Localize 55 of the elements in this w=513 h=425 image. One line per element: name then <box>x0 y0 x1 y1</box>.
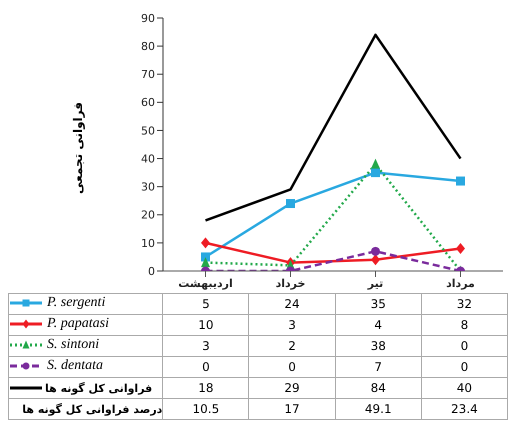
text: درصد فراوانی کل گونه ها <box>8 398 163 420</box>
data-label: 84 <box>335 378 422 398</box>
data-label: 3 <box>162 336 249 356</box>
legend-label: P. sergenti <box>47 294 106 310</box>
data-label: 10 <box>162 314 249 336</box>
x-tick-label: تیر <box>366 276 384 290</box>
point <box>201 237 210 248</box>
x-tick-label: خرداد <box>276 276 306 290</box>
legend-label: S. sintoni <box>47 336 100 352</box>
data-label: 0 <box>421 356 508 378</box>
y-axis-title: فراوانی تجمعی <box>71 102 85 194</box>
y-tick-label: 60 <box>141 96 155 110</box>
data-label: 8 <box>421 314 508 336</box>
data-label: 0 <box>421 336 508 356</box>
y-tick-label: 40 <box>141 152 155 166</box>
x-tick-label: مرداد <box>446 276 475 290</box>
data-label: 29 <box>248 378 336 398</box>
data-label: 35 <box>335 294 422 314</box>
data-label: 38 <box>335 336 422 356</box>
data-label: 2 <box>248 336 336 356</box>
line-series <box>204 34 462 222</box>
point <box>286 199 295 208</box>
y-tick-label: 20 <box>141 208 155 222</box>
point <box>371 158 380 169</box>
point <box>371 246 380 256</box>
point <box>371 254 380 266</box>
x-tick-label: اردیبهشت <box>178 276 233 290</box>
point <box>456 176 465 186</box>
data-label: 5 <box>162 294 249 314</box>
y-tick-label: 50 <box>141 124 155 138</box>
data-label: 4 <box>335 314 422 336</box>
y-tick-label: 30 <box>141 180 155 194</box>
legend-label: S. dentata <box>47 358 103 374</box>
y-tick-label: 70 <box>141 68 155 82</box>
text: 49.1 <box>335 398 422 420</box>
data-label: 32 <box>421 294 508 314</box>
text: 17 <box>248 398 336 420</box>
point <box>201 257 210 268</box>
y-tick-label: 0 <box>148 264 155 278</box>
data-label: 3 <box>248 314 336 336</box>
point <box>456 243 465 254</box>
data-label: 0 <box>248 356 336 378</box>
text: 10.5 <box>162 398 249 420</box>
data-label: 7 <box>335 356 422 378</box>
point <box>371 168 380 178</box>
legend-label: P. papatasi <box>47 316 109 332</box>
data-label: 0 <box>162 356 249 378</box>
data-label: 40 <box>421 378 508 398</box>
y-tick-label: 80 <box>141 40 155 54</box>
y-tick-label: 10 <box>141 236 155 250</box>
y-tick-label: 90 <box>141 12 155 25</box>
data-label: 24 <box>248 294 336 314</box>
text: 23.4 <box>421 398 508 420</box>
data-label: 18 <box>162 378 249 398</box>
legend-label: فراوانی کل گونه ها <box>45 382 152 394</box>
